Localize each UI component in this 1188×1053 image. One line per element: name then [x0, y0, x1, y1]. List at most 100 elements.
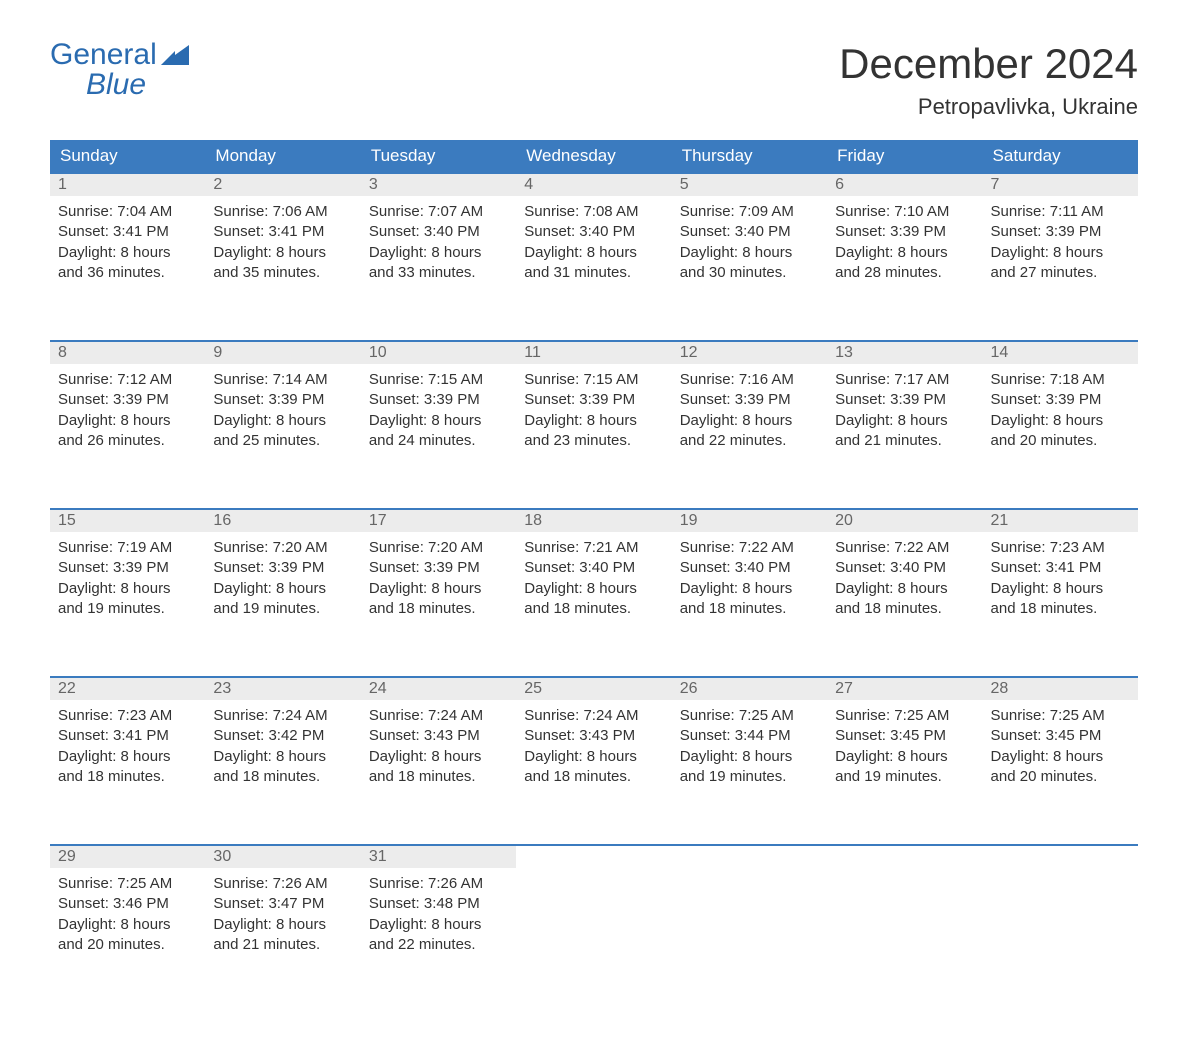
dl2-text: and 18 minutes.	[213, 767, 352, 787]
dl1-text: Daylight: 8 hours	[680, 747, 819, 767]
sunset-text: Sunset: 3:45 PM	[991, 726, 1130, 746]
dl2-text: and 19 minutes.	[58, 599, 197, 619]
day-cell: Sunrise: 7:24 AMSunset: 3:43 PMDaylight:…	[361, 700, 516, 845]
sunset-text: Sunset: 3:39 PM	[835, 390, 974, 410]
dl2-text: and 18 minutes.	[524, 599, 663, 619]
dl1-text: Daylight: 8 hours	[58, 411, 197, 431]
weekday-header: Tuesday	[361, 140, 516, 173]
day-body-row: Sunrise: 7:04 AMSunset: 3:41 PMDaylight:…	[50, 196, 1138, 341]
dl1-text: Daylight: 8 hours	[58, 579, 197, 599]
day-number-row: 1234567	[50, 173, 1138, 196]
day-cell: Sunrise: 7:04 AMSunset: 3:41 PMDaylight:…	[50, 196, 205, 341]
dl2-text: and 25 minutes.	[213, 431, 352, 451]
sunset-text: Sunset: 3:39 PM	[524, 390, 663, 410]
day-cell: Sunrise: 7:26 AMSunset: 3:48 PMDaylight:…	[361, 868, 516, 1013]
dl1-text: Daylight: 8 hours	[213, 243, 352, 263]
weekday-header: Sunday	[50, 140, 205, 173]
dl2-text: and 19 minutes.	[835, 767, 974, 787]
dl1-text: Daylight: 8 hours	[835, 243, 974, 263]
day-number-row: 22232425262728	[50, 677, 1138, 700]
day-body-row: Sunrise: 7:12 AMSunset: 3:39 PMDaylight:…	[50, 364, 1138, 509]
dl1-text: Daylight: 8 hours	[680, 411, 819, 431]
day-number-cell	[983, 845, 1138, 868]
day-number-cell: 30	[205, 845, 360, 868]
day-number-cell	[827, 845, 982, 868]
sunset-text: Sunset: 3:40 PM	[680, 222, 819, 242]
sunset-text: Sunset: 3:39 PM	[991, 390, 1130, 410]
day-cell: Sunrise: 7:15 AMSunset: 3:39 PMDaylight:…	[516, 364, 671, 509]
dl2-text: and 18 minutes.	[58, 767, 197, 787]
dl1-text: Daylight: 8 hours	[58, 747, 197, 767]
sunset-text: Sunset: 3:41 PM	[58, 726, 197, 746]
sunset-text: Sunset: 3:46 PM	[58, 894, 197, 914]
sunset-text: Sunset: 3:43 PM	[369, 726, 508, 746]
sunset-text: Sunset: 3:41 PM	[213, 222, 352, 242]
day-cell: Sunrise: 7:16 AMSunset: 3:39 PMDaylight:…	[672, 364, 827, 509]
dl1-text: Daylight: 8 hours	[835, 747, 974, 767]
title-block: December 2024 Petropavlivka, Ukraine	[839, 40, 1138, 120]
dl2-text: and 18 minutes.	[369, 599, 508, 619]
day-number-cell: 24	[361, 677, 516, 700]
day-number-cell	[672, 845, 827, 868]
day-number-cell: 20	[827, 509, 982, 532]
dl2-text: and 33 minutes.	[369, 263, 508, 283]
sunset-text: Sunset: 3:40 PM	[680, 558, 819, 578]
day-cell	[516, 868, 671, 1013]
day-number-cell: 7	[983, 173, 1138, 196]
day-cell: Sunrise: 7:22 AMSunset: 3:40 PMDaylight:…	[672, 532, 827, 677]
weekday-header: Thursday	[672, 140, 827, 173]
sunrise-text: Sunrise: 7:18 AM	[991, 370, 1130, 390]
brand-line2: Blue	[50, 70, 189, 100]
sunrise-text: Sunrise: 7:09 AM	[680, 202, 819, 222]
day-number-cell: 31	[361, 845, 516, 868]
weekday-header: Friday	[827, 140, 982, 173]
day-number-cell: 10	[361, 341, 516, 364]
sunset-text: Sunset: 3:39 PM	[369, 558, 508, 578]
sunrise-text: Sunrise: 7:25 AM	[991, 706, 1130, 726]
sunrise-text: Sunrise: 7:15 AM	[369, 370, 508, 390]
dl2-text: and 18 minutes.	[835, 599, 974, 619]
day-number-cell: 28	[983, 677, 1138, 700]
dl2-text: and 18 minutes.	[680, 599, 819, 619]
dl2-text: and 36 minutes.	[58, 263, 197, 283]
weekday-header-row: Sunday Monday Tuesday Wednesday Thursday…	[50, 140, 1138, 173]
sunrise-text: Sunrise: 7:25 AM	[680, 706, 819, 726]
dl1-text: Daylight: 8 hours	[524, 747, 663, 767]
dl2-text: and 31 minutes.	[524, 263, 663, 283]
dl2-text: and 20 minutes.	[991, 767, 1130, 787]
weekday-header: Monday	[205, 140, 360, 173]
day-cell: Sunrise: 7:19 AMSunset: 3:39 PMDaylight:…	[50, 532, 205, 677]
day-cell: Sunrise: 7:09 AMSunset: 3:40 PMDaylight:…	[672, 196, 827, 341]
day-number-cell: 9	[205, 341, 360, 364]
brand-logo: General Blue	[50, 40, 189, 100]
dl2-text: and 23 minutes.	[524, 431, 663, 451]
day-cell: Sunrise: 7:26 AMSunset: 3:47 PMDaylight:…	[205, 868, 360, 1013]
day-number-cell: 27	[827, 677, 982, 700]
sunrise-text: Sunrise: 7:07 AM	[369, 202, 508, 222]
calendar-body: 1234567Sunrise: 7:04 AMSunset: 3:41 PMDa…	[50, 173, 1138, 1013]
flag-icon	[161, 45, 189, 65]
sunset-text: Sunset: 3:48 PM	[369, 894, 508, 914]
day-number-cell: 14	[983, 341, 1138, 364]
dl2-text: and 18 minutes.	[524, 767, 663, 787]
day-cell: Sunrise: 7:24 AMSunset: 3:43 PMDaylight:…	[516, 700, 671, 845]
day-cell	[672, 868, 827, 1013]
sunset-text: Sunset: 3:43 PM	[524, 726, 663, 746]
day-number-cell: 22	[50, 677, 205, 700]
sunset-text: Sunset: 3:45 PM	[835, 726, 974, 746]
day-number-cell: 2	[205, 173, 360, 196]
sunset-text: Sunset: 3:39 PM	[369, 390, 508, 410]
day-cell: Sunrise: 7:22 AMSunset: 3:40 PMDaylight:…	[827, 532, 982, 677]
day-cell: Sunrise: 7:11 AMSunset: 3:39 PMDaylight:…	[983, 196, 1138, 341]
day-number-cell	[516, 845, 671, 868]
weekday-header: Saturday	[983, 140, 1138, 173]
dl1-text: Daylight: 8 hours	[524, 411, 663, 431]
dl2-text: and 19 minutes.	[213, 599, 352, 619]
day-cell: Sunrise: 7:25 AMSunset: 3:46 PMDaylight:…	[50, 868, 205, 1013]
sunrise-text: Sunrise: 7:23 AM	[991, 538, 1130, 558]
sunrise-text: Sunrise: 7:24 AM	[213, 706, 352, 726]
sunrise-text: Sunrise: 7:16 AM	[680, 370, 819, 390]
dl2-text: and 24 minutes.	[369, 431, 508, 451]
dl2-text: and 22 minutes.	[369, 935, 508, 955]
day-cell: Sunrise: 7:08 AMSunset: 3:40 PMDaylight:…	[516, 196, 671, 341]
